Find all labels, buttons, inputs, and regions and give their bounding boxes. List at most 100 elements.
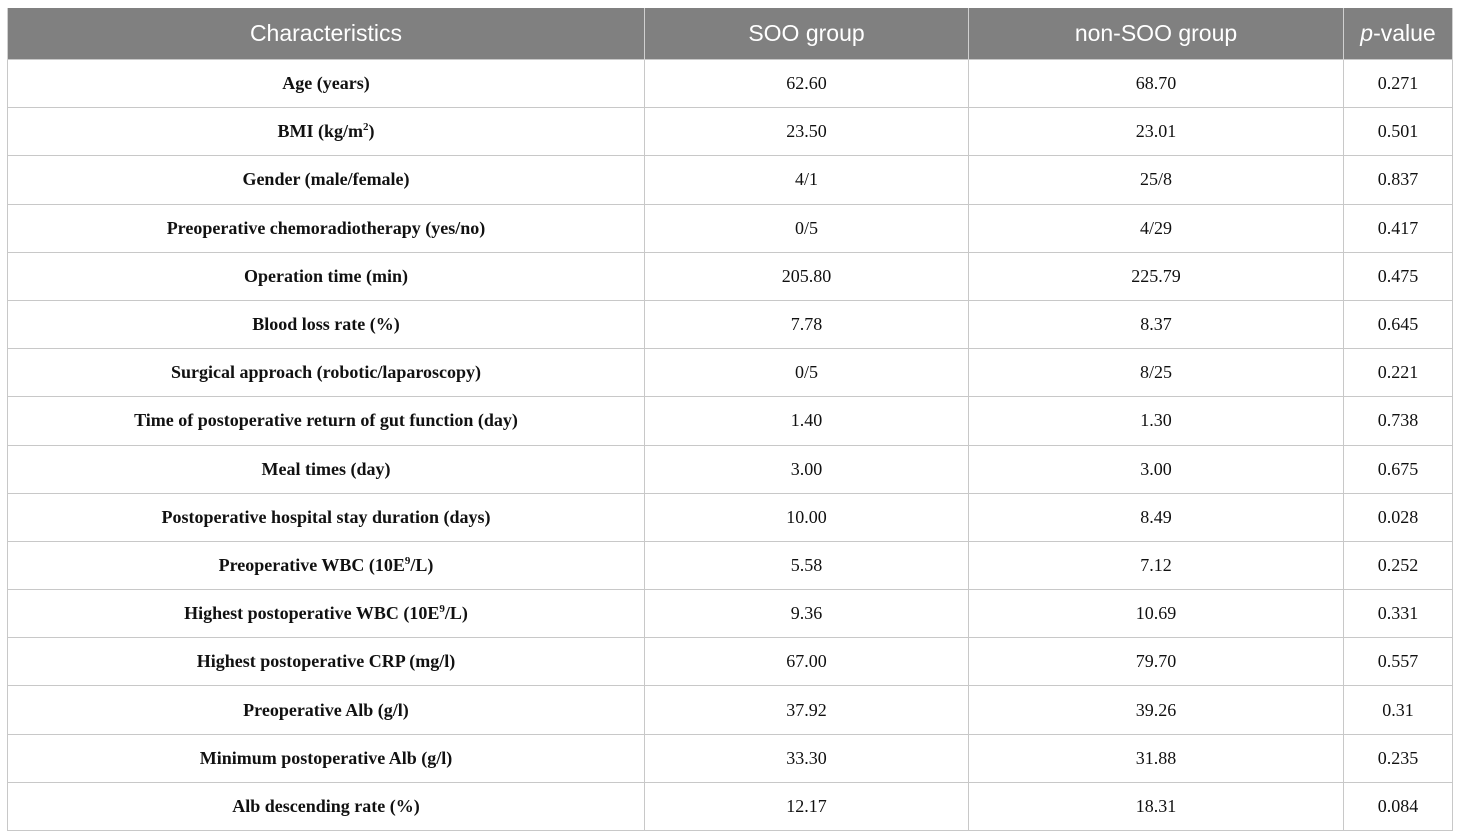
table-row: Time of postoperative return of gut func… [7,396,1453,446]
row-label-text: Alb descending rate (%) [232,795,420,816]
row-label-superscript: 9 [404,554,411,567]
non-soo-value: 18.31 [968,781,1344,832]
non-soo-value: 79.70 [968,637,1344,687]
row-label-text: Blood loss rate (%) [252,314,400,335]
soo-value: 12.17 [644,781,969,832]
row-label-text: Preoperative WBC (10E [218,554,405,575]
row-label-text: Meal times (day) [261,458,391,479]
row-label: Preoperative Alb (g/l) [7,685,645,735]
non-soo-value: 23.01 [968,107,1344,157]
row-label: Postoperative hospital stay duration (da… [7,492,645,542]
table-row: Preoperative WBC (10E9/L) 5.58 7.12 0.252 [7,540,1453,591]
table-row: Preoperative Alb (g/l) 37.92 39.26 0.31 [7,685,1453,735]
non-soo-value: 68.70 [968,58,1344,109]
p-value: 0.252 [1343,540,1453,591]
row-label: Gender (male/female) [7,155,645,205]
row-label-text: Postoperative hospital stay duration (da… [161,506,491,527]
table-row: Blood loss rate (%) 7.78 8.37 0.645 [7,299,1453,350]
row-label: Highest postoperative WBC (10E9/L) [7,589,645,639]
table-row: Surgical approach (robotic/laparoscopy) 0… [7,348,1453,398]
soo-value: 0/5 [644,348,969,398]
p-value: 0.417 [1343,203,1453,253]
table-row: Preoperative chemoradiotherapy (yes/no) 0… [7,203,1453,253]
row-label: Preoperative WBC (10E9/L) [7,540,645,591]
row-label-text: Time of postoperative return of gut func… [134,410,518,431]
row-label-superscript: 2 [363,121,369,134]
p-value: 0.271 [1343,58,1453,109]
soo-value: 3.00 [644,444,969,494]
row-label: Time of postoperative return of gut func… [7,396,645,446]
soo-value: 205.80 [644,251,969,301]
row-label-text: Operation time (min) [244,265,408,286]
characteristics-table-container: Characteristics SOO group non-SOO group … [7,8,1453,832]
non-soo-value: 31.88 [968,733,1344,783]
characteristics-table: Characteristics SOO group non-SOO group … [7,8,1453,832]
soo-value: 9.36 [644,589,969,639]
row-label: Operation time (min) [7,251,645,301]
p-value: 0.331 [1343,589,1453,639]
table-row: Minimum postoperative Alb (g/l) 33.30 31.8… [7,733,1453,783]
soo-value: 33.30 [644,733,969,783]
table-row: Gender (male/female) 4/1 25/8 0.837 [7,155,1453,205]
p-value: 0.675 [1343,444,1453,494]
soo-value: 37.92 [644,685,969,735]
p-value: 0.084 [1343,781,1453,832]
row-label-suffix: /L) [444,603,468,624]
p-value: 0.501 [1343,107,1453,157]
soo-value: 10.00 [644,492,969,542]
row-label: Meal times (day) [7,444,645,494]
non-soo-value: 8.49 [968,492,1344,542]
p-value: 0.557 [1343,637,1453,687]
p-value: 0.221 [1343,348,1453,398]
non-soo-value: 7.12 [968,540,1344,591]
row-label-suffix: /L) [410,554,434,575]
header-p-value: p-value [1343,8,1453,60]
header-p-italic: p [1360,20,1374,46]
row-label: Blood loss rate (%) [7,299,645,350]
table-row: Highest postoperative CRP (mg/l) 67.00 79.… [7,637,1453,687]
row-label: Highest postoperative CRP (mg/l) [7,637,645,687]
non-soo-value: 225.79 [968,251,1344,301]
non-soo-value: 25/8 [968,155,1344,205]
table-row: Age (years) 62.60 68.70 0.271 [7,58,1453,109]
soo-value: 1.40 [644,396,969,446]
row-label-suffix: ) [368,121,375,142]
row-label: Minimum postoperative Alb (g/l) [7,733,645,783]
non-soo-value: 3.00 [968,444,1344,494]
table-row: Postoperative hospital stay duration (da… [7,492,1453,542]
row-label: Alb descending rate (%) [7,781,645,832]
p-value: 0.475 [1343,251,1453,301]
table-row: Operation time (min) 205.80 225.79 0.475 [7,251,1453,301]
non-soo-value: 4/29 [968,203,1344,253]
row-label-text: Highest postoperative WBC (10E [184,603,440,624]
header-row: Characteristics SOO group non-SOO group … [7,8,1453,60]
p-value: 0.028 [1343,492,1453,542]
table-row: Highest postoperative WBC (10E9/L) 9.36 10… [7,589,1453,639]
soo-value: 62.60 [644,58,969,109]
soo-value: 7.78 [644,299,969,350]
p-value: 0.235 [1343,733,1453,783]
header-characteristics: Characteristics [7,8,645,60]
row-label: Surgical approach (robotic/laparoscopy) [7,348,645,398]
non-soo-value: 8.37 [968,299,1344,350]
soo-value: 67.00 [644,637,969,687]
soo-value: 5.58 [644,540,969,591]
table-header: Characteristics SOO group non-SOO group … [7,8,1453,60]
table-row: Alb descending rate (%) 12.17 18.31 0.084 [7,781,1453,832]
row-label: Preoperative chemoradiotherapy (yes/no) [7,203,645,253]
row-label-text: Highest postoperative CRP (mg/l) [196,651,456,672]
row-label-text: Gender (male/female) [242,169,410,190]
row-label-text: Age (years) [282,73,370,94]
non-soo-value: 1.30 [968,396,1344,446]
header-non-soo-group: non-SOO group [968,8,1344,60]
p-value: 0.645 [1343,299,1453,350]
header-soo-group: SOO group [644,8,969,60]
row-label: Age (years) [7,58,645,109]
row-label-text: Preoperative Alb (g/l) [243,699,409,720]
row-label: BMI (kg/m2) [7,107,645,157]
row-label-text: Preoperative chemoradiotherapy (yes/no) [166,217,486,238]
row-label-superscript: 9 [439,603,445,616]
p-value: 0.31 [1343,685,1453,735]
header-p-rest: -value [1373,20,1436,46]
table-body: Age (years) 62.60 68.70 0.271 BMI (kg/m2) 23.… [7,58,1453,832]
